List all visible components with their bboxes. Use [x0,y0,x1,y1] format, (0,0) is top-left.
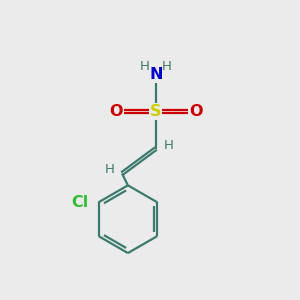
Text: H: H [162,60,172,73]
Text: H: H [164,139,174,152]
Text: Cl: Cl [71,195,88,210]
Text: O: O [189,104,202,119]
Text: S: S [150,104,162,119]
Text: O: O [110,104,123,119]
Text: N: N [149,68,163,82]
Text: H: H [105,163,115,176]
Text: H: H [140,60,150,73]
